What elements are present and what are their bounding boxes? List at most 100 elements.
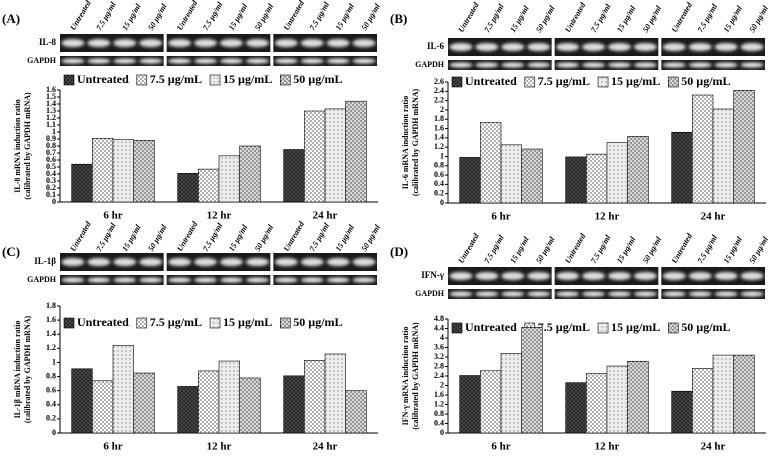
lane-label: Untreated	[563, 231, 588, 265]
lane-label: 7.5 μg/ml	[696, 233, 720, 265]
gel-image	[554, 38, 659, 56]
bar	[304, 110, 326, 203]
legend-swatch	[279, 317, 291, 329]
bar	[283, 149, 305, 203]
legend-label: 15 µg/mL	[611, 320, 660, 334]
lane-label: 15 μg/ml	[722, 4, 745, 34]
bar	[586, 373, 608, 434]
gel-band	[688, 272, 712, 280]
gel-band	[662, 62, 686, 68]
gene-label: IL-8	[39, 37, 57, 47]
gel-band	[633, 291, 657, 297]
gel-band	[714, 62, 738, 68]
gel-band	[714, 43, 738, 51]
gel-band	[475, 291, 499, 297]
lane-label: Untreated	[175, 219, 200, 253]
legend-swatch	[667, 322, 679, 334]
gel-image	[273, 253, 377, 271]
y-tick-label: 0	[52, 428, 56, 437]
gel-band	[300, 277, 324, 283]
lane-label: 15 μg/ml	[615, 4, 638, 34]
gel-image	[60, 56, 164, 66]
lane-label: Untreated	[68, 219, 93, 253]
lane-label: Untreated	[563, 0, 588, 34]
gel-band	[113, 39, 137, 47]
gel-band	[556, 62, 580, 68]
y-tick-label: 1	[440, 151, 444, 160]
y-tick-label: 0.9	[46, 134, 56, 143]
gel-band	[326, 39, 350, 47]
gel-band	[740, 272, 764, 280]
bar	[480, 370, 502, 434]
legend-label: 7.5 µg/mL	[150, 315, 202, 329]
panel-label: (A)	[2, 11, 20, 26]
legend-label: Untreated	[465, 74, 517, 88]
bar	[565, 156, 587, 204]
gel-band	[527, 62, 551, 68]
y-tick-label: 4	[440, 333, 444, 342]
y-tick-label: 4.8	[434, 314, 444, 323]
lane-label: 7.5 μg/ml	[308, 221, 332, 253]
legend-swatch	[209, 74, 221, 86]
bar	[198, 370, 220, 434]
control-label: GAPDH	[27, 275, 57, 284]
gel-band	[688, 291, 712, 297]
gel-image	[661, 60, 765, 70]
legend-label: 7.5 µg/mL	[538, 320, 590, 334]
gel-band	[556, 43, 580, 51]
y-tick-label: 0	[440, 198, 444, 207]
y-tick-label: 0.8	[46, 141, 56, 150]
panel-label: (B)	[390, 11, 407, 26]
gel-band	[194, 39, 218, 47]
bar	[345, 100, 367, 203]
legend-label: 50 µg/mL	[681, 320, 730, 334]
gel-band	[688, 62, 712, 68]
gel-band	[168, 58, 192, 64]
lane-label: 15 μg/ml	[508, 235, 531, 265]
gel-image	[273, 34, 377, 52]
gel-band	[300, 58, 324, 64]
gel-band	[274, 258, 298, 266]
bar	[671, 390, 693, 434]
lane-label: 7.5 μg/ml	[201, 0, 225, 32]
y-tick-label: 2	[440, 105, 444, 114]
legend-swatch	[279, 74, 291, 86]
gel-band	[582, 272, 606, 280]
gel-band	[87, 258, 111, 266]
panel: (B) Untreated 7.5 μg/ml 15 μg/ml 50 μg/ml Unt…	[390, 0, 770, 222]
y-tick-label: 1.6	[46, 315, 56, 324]
bar	[92, 380, 114, 434]
gel-image	[273, 275, 377, 285]
legend-swatch	[63, 74, 75, 86]
y-tick-label: 0.4	[46, 169, 56, 178]
lane-label: 7.5 μg/ml	[482, 2, 506, 34]
gel-band	[714, 291, 738, 297]
lane-label: 50 μg/ml	[748, 4, 771, 34]
lane-label: 7.5 μg/ml	[589, 233, 613, 265]
y-tick-label: 0	[52, 197, 56, 206]
lane-label: 7.5 μg/ml	[482, 233, 506, 265]
gel-band	[139, 39, 163, 47]
bar	[177, 173, 199, 203]
gel-band	[633, 43, 657, 51]
gel-image	[60, 34, 164, 52]
x-tick-label: 24 hr	[701, 441, 726, 453]
gel-band	[113, 277, 137, 283]
y-tick-label: 1.4	[46, 99, 56, 108]
legend-label: Untreated	[465, 320, 517, 334]
legend-label: 50 µg/mL	[293, 72, 342, 86]
panel-label: (D)	[390, 244, 408, 259]
y-tick-label: 1.2	[46, 343, 56, 352]
x-tick-label: 12 hr	[595, 211, 620, 223]
gel-image	[554, 267, 659, 285]
x-tick-label: 6 hr	[103, 441, 122, 453]
legend-label: 7.5 µg/mL	[538, 74, 590, 88]
lane-label: Untreated	[456, 231, 481, 265]
gel-band	[662, 43, 686, 51]
x-tick-label: 24 hr	[701, 211, 726, 223]
x-tick-label: 6 hr	[491, 211, 510, 223]
gel-band	[352, 277, 376, 283]
gel-image	[448, 38, 552, 56]
bar	[459, 375, 481, 434]
bar	[692, 368, 714, 434]
